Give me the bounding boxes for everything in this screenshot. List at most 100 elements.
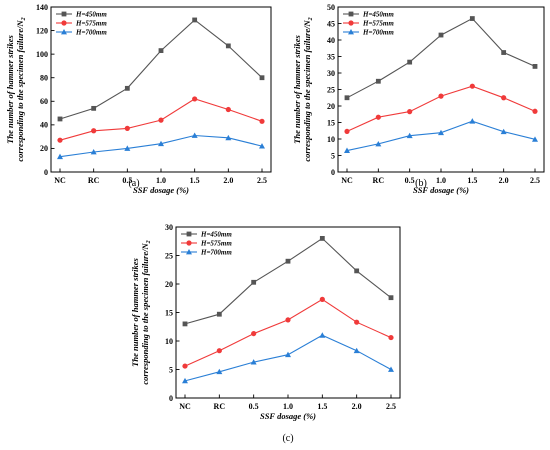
y-axis-title-subscript: 2	[21, 17, 27, 21]
data-point	[182, 377, 188, 384]
x-tick-label: 2.0	[352, 402, 362, 411]
data-point	[406, 132, 413, 139]
data-point	[251, 279, 257, 285]
x-tick-label: 2.5	[530, 176, 540, 185]
data-point	[285, 351, 291, 358]
panel-label: (b)	[415, 178, 427, 189]
x-tick-label: RC	[373, 176, 385, 185]
y-tick-label: 20	[40, 144, 48, 153]
x-tick-label: NC	[54, 176, 66, 185]
legend-label: H=575mm	[362, 20, 394, 28]
data-point	[344, 147, 350, 153]
x-tick-label: 1.0	[156, 176, 166, 185]
data-point	[319, 332, 326, 338]
y-tick-label: 50	[327, 3, 335, 12]
series-H=450mm	[182, 236, 394, 327]
x-tick-label: NC	[179, 402, 191, 411]
y-tick-label: 120	[36, 26, 48, 35]
x-axis-title: SSF dosage (%)	[413, 185, 469, 195]
data-point	[532, 108, 538, 114]
data-point	[438, 93, 444, 99]
y-tick-label: 35	[327, 52, 335, 61]
data-point	[501, 50, 507, 55]
data-point	[225, 134, 232, 141]
legend-marker	[61, 29, 67, 35]
x-axis-title: SSF dosage (%)	[260, 411, 316, 421]
legend-label: H=450mm	[200, 231, 232, 239]
data-point	[259, 118, 265, 124]
data-point	[354, 319, 360, 325]
x-tick-label: NC	[341, 176, 353, 185]
series-H=575mm	[57, 96, 265, 143]
x-tick-label: RC	[88, 176, 100, 185]
y-axis-title: The number of hammer strikescorrespondin…	[5, 17, 27, 161]
x-tick-label: 0.5	[405, 176, 415, 185]
data-point	[344, 128, 350, 135]
y-axis-title-line-2: corresponding to the specimen failure/N	[302, 20, 312, 162]
legend-label: H=700mm	[200, 249, 232, 257]
y-tick-label: 30	[327, 69, 335, 78]
y-tick-label: 40	[40, 121, 48, 130]
data-point	[388, 334, 394, 341]
data-point	[353, 347, 360, 354]
x-tick-label: 0.5	[249, 402, 259, 411]
y-tick-label: 15	[327, 118, 335, 127]
legend-label: H=450mm	[362, 11, 394, 19]
data-point	[532, 64, 538, 69]
y-axis-title-subscript: 2	[308, 17, 314, 21]
x-axis-title: SSF dosage (%)	[133, 185, 189, 195]
legend-label: H=700mm	[75, 29, 107, 37]
series-H=575mm	[182, 296, 394, 369]
data-point	[469, 83, 475, 89]
y-axis-title: The number of hammer strikescorrespondin…	[130, 240, 152, 384]
y-tick-label: 100	[36, 50, 48, 59]
y-tick-label: 15	[165, 308, 173, 317]
data-point	[91, 105, 97, 111]
y-tick-label: 25	[327, 85, 335, 94]
data-point	[438, 129, 444, 136]
series-line	[346, 85, 536, 132]
data-point	[191, 132, 198, 138]
y-tick-label: 5	[169, 365, 173, 374]
y-tick-label: 10	[165, 337, 173, 346]
y-tick-label: 80	[40, 74, 48, 83]
legend-marker	[61, 20, 67, 26]
y-axis-title-line-1: The number of hammer strikes	[5, 35, 15, 144]
data-point	[250, 359, 257, 365]
x-tick-label: 1.5	[190, 176, 200, 185]
data-point	[407, 59, 413, 65]
legend-label: H=575mm	[75, 20, 107, 28]
y-tick-label: 5	[331, 151, 335, 160]
data-point	[158, 117, 164, 123]
data-point	[532, 136, 538, 142]
x-tick-label: 0.5	[122, 176, 132, 185]
y-tick-label: 10	[327, 135, 335, 144]
data-point	[91, 128, 97, 134]
data-point	[216, 348, 222, 354]
y-tick-label: 60	[40, 97, 48, 106]
y-axis-title-line-2: corresponding to the specimen failure/N	[140, 243, 150, 385]
x-tick-label: 1.0	[283, 402, 293, 411]
data-point	[375, 140, 382, 147]
series-H=700mm	[182, 332, 394, 384]
data-point	[57, 153, 63, 160]
data-point	[344, 95, 350, 101]
data-point	[375, 78, 381, 84]
y-axis-title: The number of hammer strikescorrespondin…	[292, 17, 314, 161]
data-point	[182, 321, 188, 327]
series-line	[346, 120, 536, 152]
legend-marker	[186, 231, 192, 237]
data-point	[124, 125, 130, 131]
panel-label: (a)	[128, 178, 139, 189]
y-tick-label: 40	[327, 36, 335, 45]
y-axis-title-line-1: The number of hammer strikes	[292, 35, 302, 144]
data-point	[158, 48, 164, 54]
data-point	[438, 32, 444, 38]
series-H=575mm	[344, 83, 538, 135]
series-line	[184, 334, 392, 382]
data-point	[388, 366, 394, 372]
data-point	[285, 317, 291, 323]
y-tick-label: 30	[165, 223, 173, 232]
series-H=700mm	[344, 118, 538, 153]
data-point	[501, 95, 507, 101]
